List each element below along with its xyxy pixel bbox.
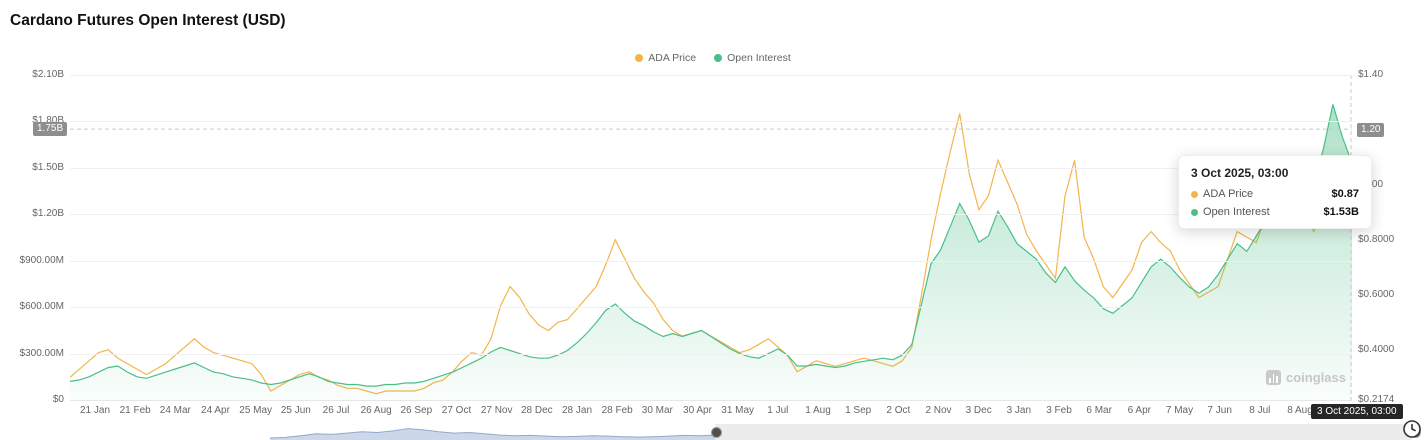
x-axis-label: 7 May — [1165, 405, 1194, 416]
x-axis-label: 2 Oct — [886, 405, 911, 416]
left-axis-crosshair-badge: 1.75B — [33, 122, 68, 137]
tooltip-series-value: $0.87 — [1331, 188, 1359, 200]
series-marker-icon — [1191, 190, 1198, 198]
tooltip-series-label: ADA Price — [1203, 188, 1254, 200]
legend-marker-icon — [635, 54, 644, 62]
legend-label: Open Interest — [727, 52, 791, 64]
x-axis-label: 25 May — [239, 405, 273, 416]
range-navigator[interactable] — [0, 424, 1426, 440]
page-title: Cardano Futures Open Interest (USD) — [10, 12, 286, 29]
y-axis-left-label: $2.10B — [32, 69, 64, 80]
open-interest-line — [69, 104, 1353, 387]
gridline — [70, 400, 1352, 401]
navigator-selected-range[interactable] — [715, 424, 1412, 440]
x-axis-label: 24 Apr — [201, 405, 230, 416]
y-axis-left-label: $1.50B — [32, 161, 64, 173]
open-interest-area — [70, 104, 1352, 401]
x-axis-label: 21 Feb — [119, 405, 151, 416]
y-axis-left-label: $300.00M — [19, 347, 64, 359]
tooltip-row: Open Interest $1.53B — [1191, 206, 1359, 218]
coinglass-watermark: coinglass — [1266, 370, 1346, 385]
x-axis-label: 24 Mar — [159, 405, 191, 416]
right-axis-crosshair-badge: 1.20 — [1357, 122, 1385, 137]
y-axis-right-label: $0.2174 — [1358, 394, 1395, 405]
gridline — [70, 75, 1352, 76]
y-axis-left-label: $900.00M — [19, 254, 64, 266]
x-axis-label: 21 Jan — [79, 405, 111, 416]
x-axis-crosshair-badge: 3 Oct 2025, 03:00 — [1311, 404, 1403, 419]
chart-tooltip: 3 Oct 2025, 03:00 ADA Price $0.87 Open Int… — [1178, 155, 1372, 229]
gridline — [70, 214, 1352, 216]
y-axis-left-label: $0 — [52, 394, 64, 405]
gridline — [70, 260, 1352, 262]
y-axis-left-label: $600.00M — [19, 301, 64, 313]
x-axis-label: 3 Feb — [1046, 405, 1072, 416]
legend: ADA Price Open Interest — [0, 52, 1426, 64]
gridline — [70, 307, 1352, 309]
price-open-interest-chart — [69, 75, 1353, 401]
x-axis-label: 28 Dec — [520, 405, 553, 416]
gridline — [70, 167, 1352, 169]
timezone-clock-icon[interactable] — [1402, 419, 1422, 439]
x-axis-label: 26 Sep — [400, 405, 433, 416]
x-axis-label: 26 Jul — [322, 405, 350, 416]
gridline — [70, 353, 1352, 355]
x-axis-label: 1 Sep — [845, 405, 872, 416]
y-axis-right-label: $0.8000 — [1358, 233, 1395, 245]
x-axis-label: 8 Aug — [1287, 405, 1313, 416]
y-axis-right-label: $0.6000 — [1358, 288, 1395, 300]
x-axis-label: 6 Mar — [1086, 405, 1112, 416]
tooltip-series-value: $1.53B — [1323, 206, 1359, 218]
gridline — [70, 121, 1352, 123]
legend-marker-icon — [714, 54, 723, 62]
y-axis-right-label: $0.4000 — [1358, 343, 1395, 355]
y-axis-right-label: $1.40 — [1358, 69, 1384, 80]
tooltip-timestamp: 3 Oct 2025, 03:00 — [1191, 166, 1289, 180]
x-axis-label: 3 Dec — [965, 405, 992, 416]
legend-item-open-interest[interactable]: Open Interest — [714, 52, 791, 64]
x-axis-label: 28 Feb — [601, 405, 633, 416]
tooltip-row: ADA Price $0.87 — [1191, 188, 1359, 200]
x-axis-label: 27 Nov — [480, 405, 513, 416]
tooltip-series-label: Open Interest — [1203, 206, 1270, 218]
x-axis-label: 1 Aug — [805, 405, 831, 416]
x-axis-label: 8 Jul — [1249, 405, 1271, 416]
watermark-label: coinglass — [1286, 370, 1346, 385]
x-axis-label: 7 Jun — [1207, 405, 1232, 416]
x-axis-label: 2 Nov — [925, 405, 952, 416]
y-axis-left-label: $1.20B — [32, 208, 64, 220]
x-axis-label: 6 Apr — [1127, 405, 1152, 416]
chart-plot-area[interactable] — [69, 75, 1353, 401]
coinglass-logo-icon — [1266, 370, 1281, 385]
x-axis-label: 30 Mar — [641, 405, 673, 416]
x-axis-label: 30 Apr — [683, 405, 712, 416]
navigator-mini-chart — [270, 428, 715, 440]
x-axis-label: 25 Jun — [280, 405, 311, 416]
x-axis-label: 3 Jan — [1006, 405, 1032, 416]
x-axis-label: 27 Oct — [441, 405, 472, 416]
legend-item-ada-price[interactable]: ADA Price — [635, 52, 696, 64]
x-axis-label: 28 Jan — [561, 405, 593, 416]
legend-label: ADA Price — [648, 52, 697, 64]
y-axis-left-label: $1.80B — [32, 115, 64, 127]
x-axis-label: 1 Jul — [767, 405, 789, 416]
x-axis-label: 31 May — [721, 405, 755, 416]
x-axis-label: 26 Aug — [360, 405, 392, 416]
navigator-handle-left[interactable] — [711, 427, 722, 438]
series-marker-icon — [1191, 208, 1198, 216]
